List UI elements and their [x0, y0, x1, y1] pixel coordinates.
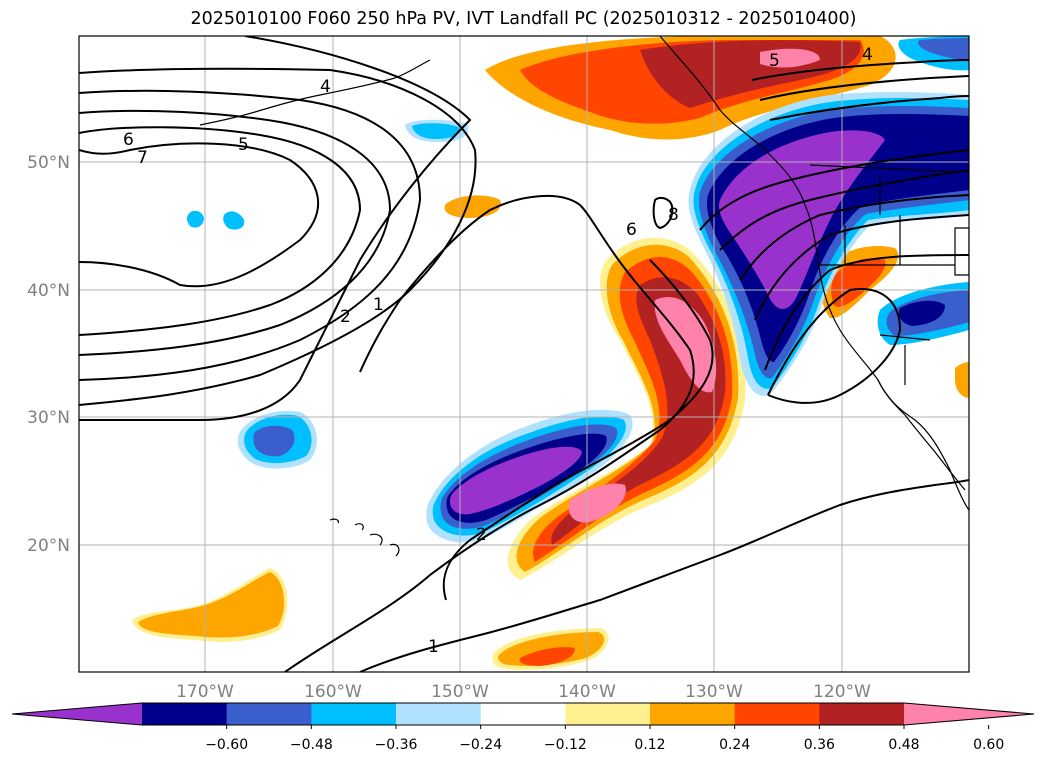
state-borders	[809, 164, 969, 385]
pos-blob-se	[955, 362, 969, 398]
colorbar-outline	[11, 702, 1035, 726]
lat-label-20n: 20°N	[27, 536, 70, 556]
pv-contour-labels: 4 5 6 7 2 1 5 6 8 1 2 4	[123, 45, 873, 657]
pv-contour-small	[652, 197, 674, 230]
neg-blob-167w	[223, 211, 245, 230]
colorbar-tick-label: −0.12	[544, 737, 587, 753]
map-frame	[78, 35, 970, 673]
pv-label-4-north: 4	[320, 77, 331, 97]
neg-blob-160w-core	[253, 425, 295, 457]
pos-blob-coast-core	[831, 258, 886, 307]
lon-label-150w: 150°W	[431, 682, 489, 702]
pv-label-8-plume: 8	[668, 205, 679, 225]
lat-label-40n: 40°N	[27, 281, 70, 301]
pv-contour-2	[79, 36, 472, 422]
coast-north-america	[659, 36, 969, 511]
pos-region-north-peak	[760, 48, 820, 68]
gridlines	[79, 36, 969, 672]
colorbar-segment	[226, 703, 312, 725]
pv-contour-east-2	[719, 169, 969, 251]
colorbar-tick-label: 0.24	[719, 737, 750, 753]
colorbar-tick-label: 0.60	[973, 737, 1004, 753]
pv-contour-2-south	[442, 259, 714, 601]
colorbar-segment	[565, 703, 651, 725]
colorbar-tick-label: 0.12	[634, 737, 665, 753]
pv-label-2-center: 2	[340, 307, 351, 327]
map-title: 2025010100 F060 250 hPa PV, IVT Landfall…	[190, 9, 857, 29]
neg-region-ne-inner	[917, 38, 969, 60]
latitude-labels: 50°N 40°N 30°N 20°N	[27, 153, 70, 556]
pos-plume-peak-south	[568, 483, 626, 523]
lat-label-30n: 30°N	[27, 408, 70, 428]
pos-blob-165w-inner	[138, 572, 285, 638]
coast-hawaii	[329, 518, 400, 557]
colorbar-tick-label: −0.48	[290, 737, 333, 753]
colorbar-segment	[734, 703, 820, 725]
pv-label-5-west: 5	[238, 135, 249, 155]
pv-contour-east-5	[764, 254, 969, 371]
pv-contour-7	[79, 142, 319, 288]
pv-contour-east-4	[754, 214, 969, 321]
pv-label-4-ne: 4	[862, 45, 873, 65]
colorbar-tick-label: −0.36	[375, 737, 418, 753]
colorbar-segment	[480, 703, 566, 725]
lat-label-50n: 50°N	[27, 153, 70, 173]
pv-label-5-north: 5	[769, 51, 780, 71]
colorbar-segment	[819, 703, 905, 725]
pv-label-7-west: 7	[137, 148, 148, 168]
pv-contour-east-3	[739, 194, 969, 281]
pv-contour-east-9	[769, 95, 969, 121]
pv-label-1-south: 1	[428, 637, 439, 657]
colorbar-tick-label: −0.60	[205, 737, 248, 753]
neg-blob-168w	[186, 210, 204, 228]
pv-label-1-center: 1	[373, 295, 384, 315]
pv-contour-3	[79, 67, 477, 406]
pv-contour-1	[284, 194, 695, 672]
pv-contour-6	[79, 126, 362, 336]
longitude-labels: 170°W 160°W 150°W 140°W 130°W 120°W	[176, 682, 871, 702]
colorbar-segment	[650, 703, 736, 725]
pv-label-2-south: 2	[476, 525, 487, 545]
pv-contour-east-8	[759, 75, 969, 101]
pv-label-6-plume: 6	[626, 220, 637, 240]
lon-label-170w: 170°W	[176, 682, 234, 702]
neg-blob-152w-core	[412, 123, 460, 139]
pv-contour-east-7	[751, 59, 969, 81]
colorbar-extend-low	[12, 703, 142, 725]
colorbar-extend-high	[904, 703, 1034, 725]
colorbar-tick-label: −0.24	[459, 737, 502, 753]
lon-label-130w: 130°W	[685, 682, 743, 702]
pv-contour-1-south	[359, 479, 969, 672]
neg-region-se-core	[898, 300, 945, 326]
neg-region-purple	[719, 130, 885, 310]
colorbar-tick-label: 0.48	[888, 737, 919, 753]
ivt-shading	[132, 36, 969, 670]
colorbar-segment	[396, 703, 482, 725]
neg-region-sw-purple	[450, 446, 582, 515]
pv-contours	[79, 36, 969, 672]
coast-baja	[877, 379, 966, 491]
pos-blob-142w-core	[519, 647, 575, 666]
pv-contour-east-1	[699, 149, 969, 231]
pv-contour-4	[79, 89, 422, 381]
pv-contour-east-6	[767, 288, 902, 404]
colorbar: −0.60 −0.48 −0.36 −0.24 −0.12 0.12 0.24 0.36 0.4…	[11, 702, 1035, 753]
lon-label-160w: 160°W	[304, 682, 362, 702]
colorbar-tick-label: 0.36	[804, 737, 835, 753]
pv-contour-5	[79, 109, 392, 356]
lon-label-120w: 120°W	[813, 682, 871, 702]
pv-label-6-west: 6	[123, 130, 134, 150]
colorbar-segment	[311, 703, 397, 725]
colorbar-segment	[142, 703, 228, 725]
lon-label-140w: 140°W	[558, 682, 616, 702]
